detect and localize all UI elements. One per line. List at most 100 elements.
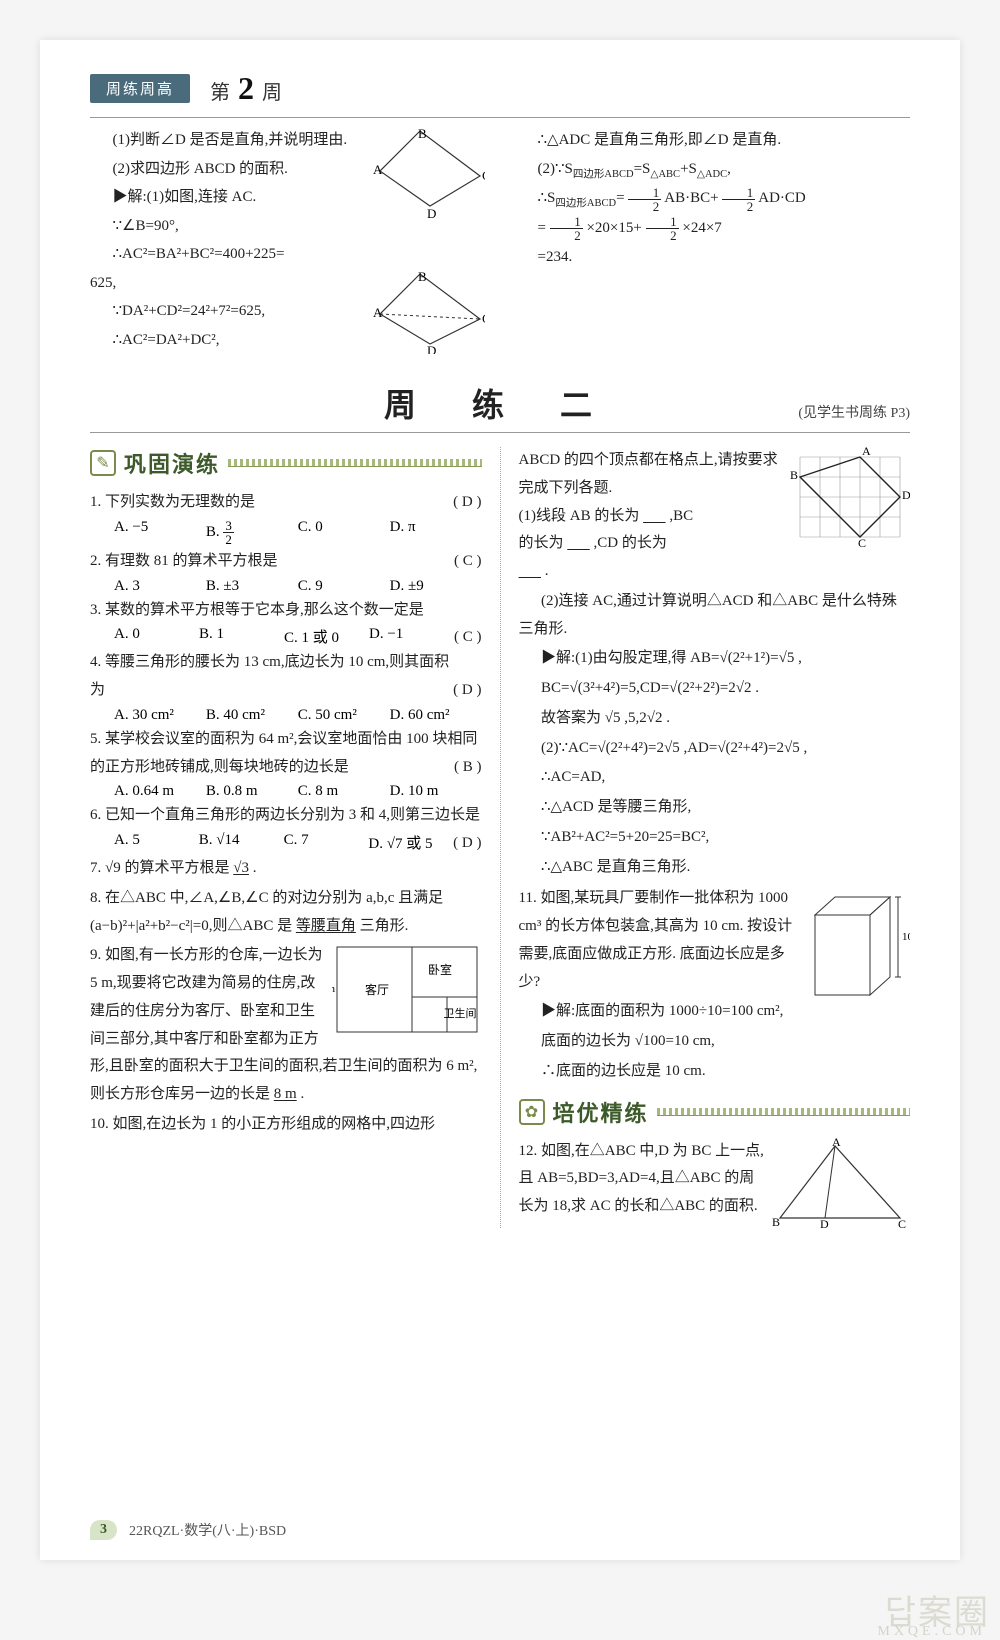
r4c: ×24×7	[682, 220, 721, 236]
svg-text:10 cm: 10 cm	[902, 931, 910, 943]
r2s3: △ADC	[697, 169, 727, 180]
r2s1: 四边形ABCD	[573, 169, 634, 180]
tl-line6: 625,	[90, 269, 357, 298]
q3-options: A. 0 B. 1 C. 1 或 0 D. −1	[90, 626, 454, 647]
watermark: 답案圈	[885, 1585, 990, 1634]
q5-B: B. 0.8 m	[206, 783, 298, 800]
section-rule	[90, 432, 910, 433]
svg-text:A: A	[373, 305, 383, 320]
top-right-column: ∴△ADC 是直角三角形,即∠D 是直角. (2)∵S四边形ABCD=S△ABC…	[515, 126, 910, 354]
q2-stem: 2. 有理数 81 的算术平方根是	[90, 553, 278, 569]
top-columns: (1)判断∠D 是否是直角,并说明理由. (2)求四边形 ABCD 的面积. ▶…	[90, 126, 910, 354]
q5-C: C. 8 m	[298, 783, 390, 800]
header-rule	[90, 117, 910, 118]
tl-line7: ∵DA²+CD²=24²+7²=625,	[90, 297, 357, 326]
tr-line5: =234.	[515, 243, 910, 272]
svg-text:D: D	[820, 1217, 829, 1228]
rt-l5: (2)连接 AC,通过计算说明△ACD 和△ABC 是什么特殊三角形.	[519, 588, 911, 644]
q7-a: 7. √9 的算术平方根是	[90, 860, 233, 876]
rt-l7: BC=√(3²+4²)=5,CD=√(2²+2²)=2√2 .	[519, 675, 911, 703]
svg-text:D: D	[902, 488, 910, 502]
tl-line2: (2)求四边形 ABCD 的面积.	[90, 155, 357, 184]
q3-ans: ( C )	[454, 624, 482, 652]
tr-line4: = 12 ×20×15+ 12 ×24×7	[515, 214, 910, 243]
r4b: ×20×15+	[586, 220, 641, 236]
footer-code: 22RQZL·数学(八·上)·BSD	[129, 1520, 286, 1540]
q6-A: A. 5	[114, 832, 199, 853]
main-columns: ✎ 巩固演练 1. 下列实数为无理数的是 ( D ) A. −5 B. 32 C…	[90, 447, 910, 1228]
svg-text:A: A	[373, 162, 383, 177]
q11-s2: 底面的边长为 √100=10 cm,	[519, 1028, 911, 1056]
q11-s3: ∴底面的边长应是 10 cm.	[519, 1058, 911, 1086]
main-right-column: A B C D ABCD 的四个顶点都在格点上,请按要求完成下列各题. (1)线…	[500, 447, 911, 1228]
q4-stem: 4. 等腰三角形的腰长为 13 cm,底边长为 10 cm,则其面积为	[90, 654, 449, 698]
q2-A: A. 3	[114, 578, 206, 595]
q1-ans: ( D )	[453, 489, 481, 517]
svg-text:D: D	[427, 343, 436, 354]
r4a: =	[538, 220, 546, 236]
q3-A: A. 0	[114, 626, 199, 647]
section-subtitle: (见学生书周练 P3)	[798, 402, 910, 422]
q9-ans: 8 m	[274, 1086, 297, 1102]
badge-consolidate: ✎ 巩固演练	[90, 447, 482, 479]
rt-l3a: 的长为	[519, 535, 568, 551]
q9-b: .	[300, 1086, 304, 1102]
r3d: AD·CD	[758, 190, 806, 206]
top-left-column: (1)判断∠D 是否是直角,并说明理由. (2)求四边形 ABCD 的面积. ▶…	[90, 126, 485, 354]
rt-l10: ∴AC=AD,	[519, 764, 911, 792]
svg-text:C: C	[482, 311, 485, 326]
q6-D: D. √7 或 5	[368, 832, 453, 853]
badge-text-2: 培优精练	[553, 1096, 649, 1128]
rt-l11: ∴△ACD 是等腰三角形,	[519, 794, 911, 822]
tl-line3: ▶解:(1)如图,连接 AC.	[90, 183, 357, 212]
r2d: ,	[727, 161, 731, 177]
q2: 2. 有理数 81 的算术平方根是 ( C )	[90, 548, 482, 576]
svg-text:B: B	[772, 1215, 780, 1228]
svg-text:C: C	[858, 536, 866, 547]
rt-l3b: ,CD 的长为	[590, 535, 667, 551]
q4-options: A. 30 cm² B. 40 cm² C. 50 cm² D. 60 cm²	[90, 707, 482, 724]
room-diagram: 卧室 客厅 卫生间 5 m	[332, 942, 482, 1037]
q7: 7. √9 的算术平方根是 √3 .	[90, 855, 482, 883]
page-footer: 3 22RQZL·数学(八·上)·BSD	[90, 1520, 286, 1540]
q3-C: C. 1 或 0	[284, 626, 369, 647]
svg-text:卧室: 卧室	[427, 962, 451, 977]
q1-B-pre: B.	[206, 524, 224, 540]
q6-stem: 6. 已知一个直角三角形的两边长分别为 3 和 4,则第三边长是	[90, 807, 480, 823]
week-suffix: 周	[262, 82, 282, 104]
q10: 10. 如图,在边长为 1 的小正方形组成的网格中,四边形	[90, 1111, 482, 1139]
grid-figure: A B C D	[790, 447, 910, 547]
q1: 1. 下列实数为无理数的是 ( D )	[90, 489, 482, 517]
svg-text:D: D	[427, 206, 436, 221]
gear-icon: ✿	[519, 1099, 545, 1125]
q5-ans: ( B )	[454, 754, 482, 782]
q3-B: B. 1	[199, 626, 284, 647]
rt-l13: ∴△ABC 是直角三角形.	[519, 854, 911, 882]
svg-text:B: B	[790, 468, 798, 482]
tl-line4: ∵∠B=90°,	[90, 212, 357, 241]
header-tab: 周练周高	[90, 74, 190, 103]
q3-D: D. −1	[369, 626, 454, 647]
q4-ans: ( D )	[453, 677, 481, 705]
q2-options: A. 3 B. ±3 C. 9 D. ±9	[90, 578, 482, 595]
q6-options: A. 5 B. √14 C. 7 D. √7 或 5	[90, 832, 453, 853]
q5-A: A. 0.64 m	[114, 783, 206, 800]
svg-text:5 m: 5 m	[332, 983, 335, 995]
q6-ans: ( D )	[453, 830, 481, 858]
header-week: 第 2 周	[210, 70, 282, 107]
page: 周练周高 第 2 周 (1)判断∠D 是否是直角,并说明理由. (2)求四边形 …	[40, 40, 960, 1560]
rocket-icon: ✎	[90, 450, 116, 476]
r2b: =S	[634, 161, 651, 177]
rt-l1: ABCD 的四个顶点都在格点上,请按要求完成下列各题.	[519, 452, 778, 496]
r2a: (2)∵S	[538, 161, 573, 177]
q7-b: .	[253, 860, 257, 876]
svg-text:卫生间: 卫生间	[443, 1006, 476, 1020]
page-header: 周练周高 第 2 周	[90, 70, 910, 107]
q6-C: C. 7	[284, 832, 369, 853]
tl-line5: ∴AC²=BA²+BC²=400+225=	[90, 240, 357, 269]
rt-l12: ∵AB²+AC²=5+20=25=BC²,	[519, 824, 911, 852]
q6: 6. 已知一个直角三角形的两边长分别为 3 和 4,则第三边长是 ( D )	[90, 802, 482, 830]
tr-line3: ∴S四边形ABCD= 12 AB·BC+ 12 AD·CD	[515, 184, 910, 214]
q1-D: D. π	[390, 519, 482, 546]
q5-D: D. 10 m	[390, 783, 482, 800]
